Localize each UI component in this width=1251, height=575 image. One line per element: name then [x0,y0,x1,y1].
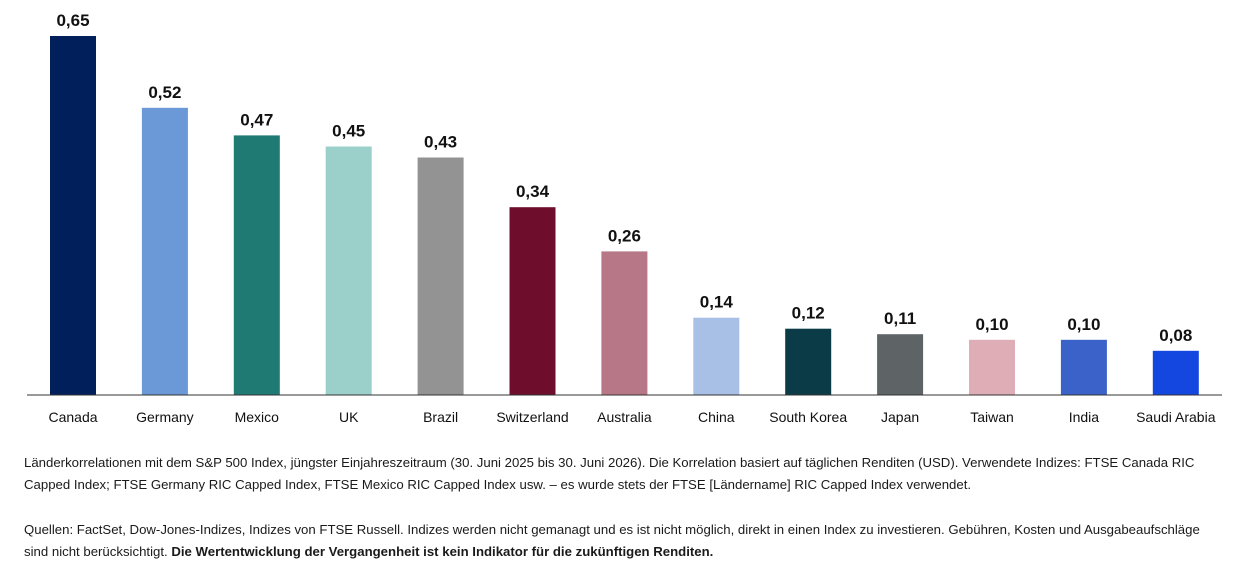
bar-mexico [233,135,280,395]
category-label-taiwan: Taiwan [970,409,1014,425]
bars-group [50,36,1199,396]
value-label-mexico: 0,47 [240,110,273,129]
category-label-china: China [698,409,735,425]
sources-note: Quellen: FactSet, Dow-Jones-Indizes, Ind… [24,519,1224,563]
bar-japan [877,334,924,395]
bar-germany [141,107,188,396]
bar-brazil [417,157,464,395]
category-label-australia: Australia [597,409,652,425]
value-label-canada: 0,65 [56,11,89,30]
sources-text: Quellen: FactSet, Dow-Jones-Indizes, Ind… [24,522,1200,559]
category-label-canada: Canada [48,409,97,425]
category-label-mexico: Mexico [235,409,280,425]
bar-india [1060,339,1107,395]
bar-chart: 0,65 0,52 0,47 0,45 0,43 0,34 0,26 0,14 0,12 0,11… [27,11,1222,425]
category-label-switzerland: Switzerland [496,409,568,425]
bar-taiwan [969,339,1015,395]
bar-switzerland [509,207,556,395]
bar-uk [325,146,372,395]
value-label-brazil: 0,43 [424,133,457,152]
bar-china [693,317,740,395]
category-label-saudi-arabia: Saudi Arabia [1136,409,1216,425]
bar-australia [601,251,648,395]
bar-saudi-arabia [1152,350,1199,395]
value-label-saudi-arabia: 0,08 [1159,326,1192,345]
performance-disclaimer: Die Wertentwicklung der Vergangenheit is… [171,544,714,559]
bar-canada [50,36,96,395]
category-label-india: India [1069,409,1100,425]
value-label-taiwan: 0,10 [975,315,1008,334]
value-label-australia: 0,26 [608,226,641,245]
correlation-note: Länderkorrelationen mit dem S&P 500 Inde… [24,455,1195,492]
value-label-japan: 0,11 [884,309,916,328]
value-label-uk: 0,45 [332,122,365,141]
category-label-uk: UK [339,409,359,425]
category-label-germany: Germany [136,409,194,425]
bar-south-korea [785,328,832,395]
value-labels-group: 0,65 0,52 0,47 0,45 0,43 0,34 0,26 0,14 0,12 0,11… [56,11,1192,345]
category-label-south-korea: South Korea [769,409,847,425]
value-label-germany: 0,52 [148,83,181,102]
category-labels-group: Canada Germany Mexico UK Brazil Switzerland Au… [48,409,1215,425]
category-label-japan: Japan [881,409,919,425]
value-label-india: 0,10 [1067,315,1100,334]
value-label-china: 0,14 [700,293,734,312]
category-label-brazil: Brazil [423,409,458,425]
value-label-south-korea: 0,12 [792,304,825,323]
value-label-switzerland: 0,34 [516,182,550,201]
